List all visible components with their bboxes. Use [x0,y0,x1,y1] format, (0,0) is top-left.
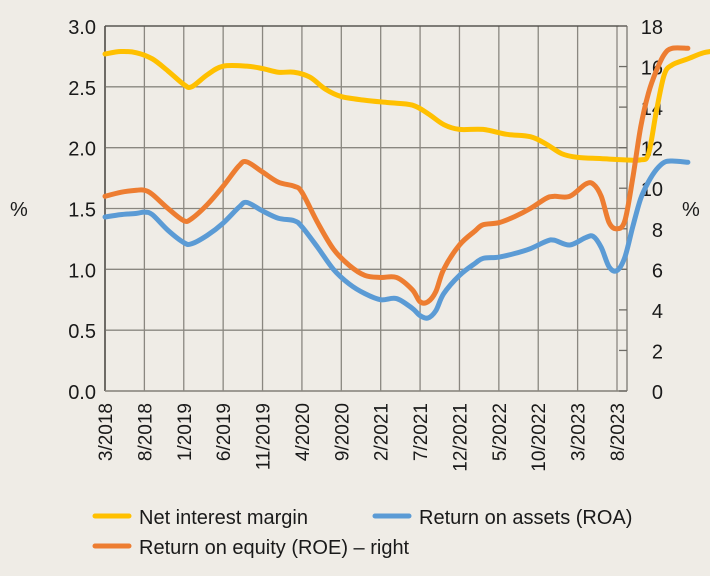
y-axis-left: 0.0 0.5 1.0 1.5 2.0 2.5 3.0 [68,17,96,404]
y-tick-right: 8 [652,220,663,242]
legend-item: Return on assets (ROA) [372,507,632,529]
y-tick-left: 1.5 [68,200,96,222]
x-tick-label: 8/2018 [135,403,156,461]
x-tick-label: 2/2021 [372,403,393,461]
x-tick-label: 12/2021 [450,403,471,472]
series-group [102,45,710,321]
y-tick-left: 1.0 [68,260,96,282]
x-axis: 3/2018 8/2018 1/2019 6/2019 11/2019 4/2020 9/2… [96,403,629,472]
x-tick-label: 5/2022 [490,403,511,461]
x-tick-label: 6/2019 [214,403,235,461]
legend-label: Return on equity (ROE) – right [139,537,410,559]
legend-label: Net interest margin [139,507,308,529]
series-line-return-on-assets-roa [102,158,691,321]
y-tick-left: 0.0 [68,382,96,404]
x-tick-label: 7/2021 [411,403,432,461]
grid [104,25,628,392]
legend-label: Return on assets (ROA) [419,507,632,529]
y-axis-right-unit: % [682,199,700,221]
x-tick-label: 11/2019 [254,403,275,470]
y-tick-left: 2.0 [68,139,96,161]
x-tick-label: 10/2022 [529,403,550,472]
x-tick-label: 4/2020 [293,403,314,461]
y-tick-left: 2.5 [68,78,96,100]
y-tick-left: 0.5 [68,321,96,343]
y-tick-right: 4 [652,301,663,323]
x-tick-label: 9/2020 [332,403,353,461]
series-line-net-interest-margin [102,48,710,163]
series-line-return-on-equity-roe-right [102,45,691,306]
x-tick-label: 8/2023 [608,403,629,461]
legend-item: Return on equity (ROE) – right [92,537,410,559]
x-tick-label: 3/2018 [96,403,117,461]
x-tick-label: 1/2019 [175,403,196,461]
y-axis-left-unit: % [10,199,28,221]
y-tick-right: 2 [652,341,663,363]
y-tick-right: 18 [641,17,663,39]
legend-item: Net interest margin [92,507,308,529]
y-tick-right: 6 [652,260,663,282]
y-tick-right: 0 [652,382,663,404]
legend: Net interest margin Return on assets (ROA… [92,507,632,559]
y-tick-left: 3.0 [68,17,96,39]
x-tick-label: 3/2023 [569,403,590,461]
